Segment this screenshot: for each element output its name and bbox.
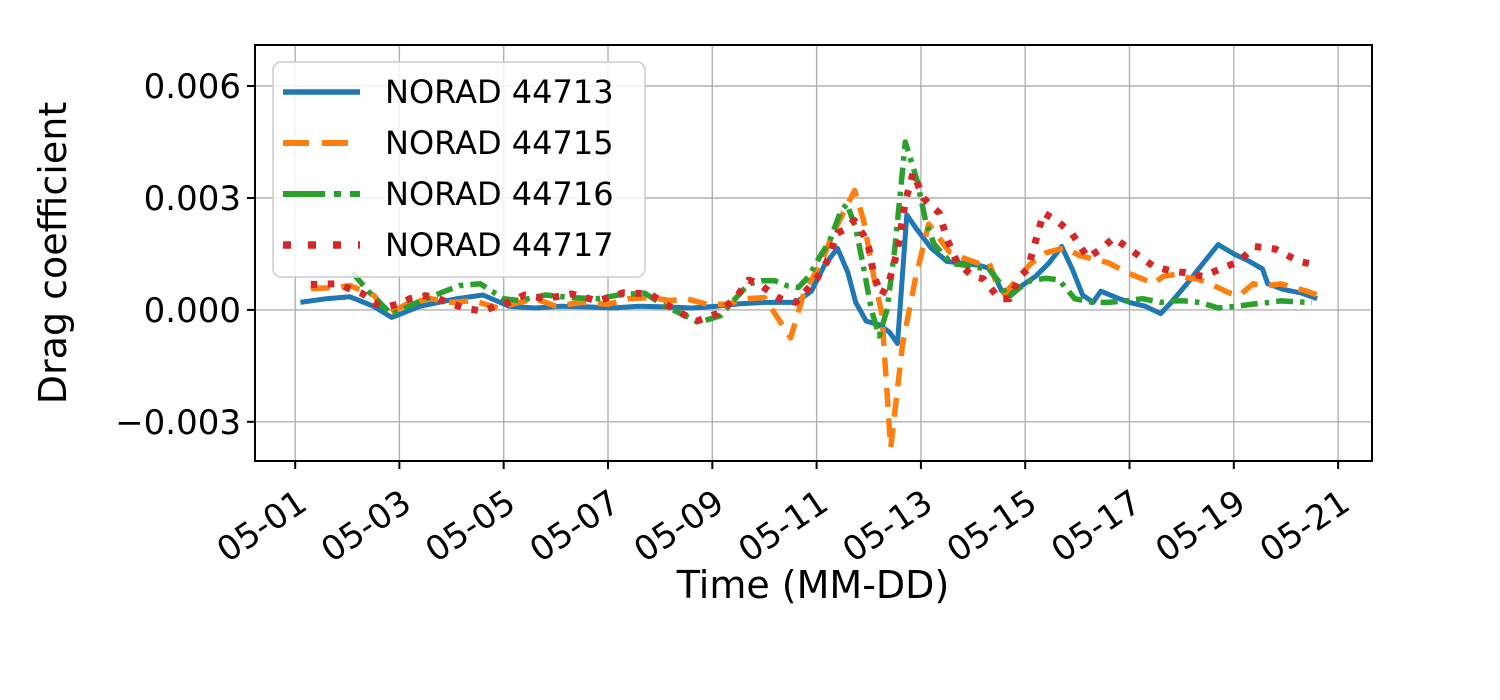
x-tick-label: 05-19	[1149, 482, 1253, 570]
x-tick-label: 05-15	[940, 482, 1044, 570]
x-tick-label: 05-09	[627, 482, 731, 570]
x-tick-label: 05-05	[418, 482, 522, 570]
y-tick-label: −0.003	[115, 403, 241, 443]
y-axis-label: Drag coefficient	[31, 102, 75, 404]
series-line-norad-44716	[350, 139, 1313, 339]
series-line-norad-44717	[310, 169, 1318, 325]
y-tick-label: 0.000	[144, 291, 241, 331]
legend-entry-label: NORAD 44716	[385, 175, 614, 213]
x-tick-label: 05-21	[1253, 482, 1357, 570]
x-tick-label: 05-07	[523, 482, 627, 570]
x-tick-label: 05-17	[1044, 482, 1148, 570]
legend-entry-label: NORAD 44717	[385, 226, 614, 264]
legend-entry-label: NORAD 44715	[385, 124, 614, 162]
axes-spine	[254, 44, 1373, 462]
x-tick-label: 05-01	[210, 482, 314, 570]
x-tick-label: 05-03	[314, 482, 418, 570]
legend-box	[272, 61, 646, 278]
plot-area: 05-01 05-03 05-05 05-07 05-09 05-11 05-13 05-15…	[115, 44, 1373, 571]
x-tick-label: 05-13	[836, 482, 940, 570]
y-tick-label: 0.003	[144, 179, 241, 219]
legend-entry-label: NORAD 44713	[385, 73, 614, 111]
y-tick-label: 0.006	[144, 67, 241, 107]
x-tick-label: 05-11	[731, 482, 835, 570]
x-axis-label: Time (MM-DD)	[676, 563, 950, 607]
